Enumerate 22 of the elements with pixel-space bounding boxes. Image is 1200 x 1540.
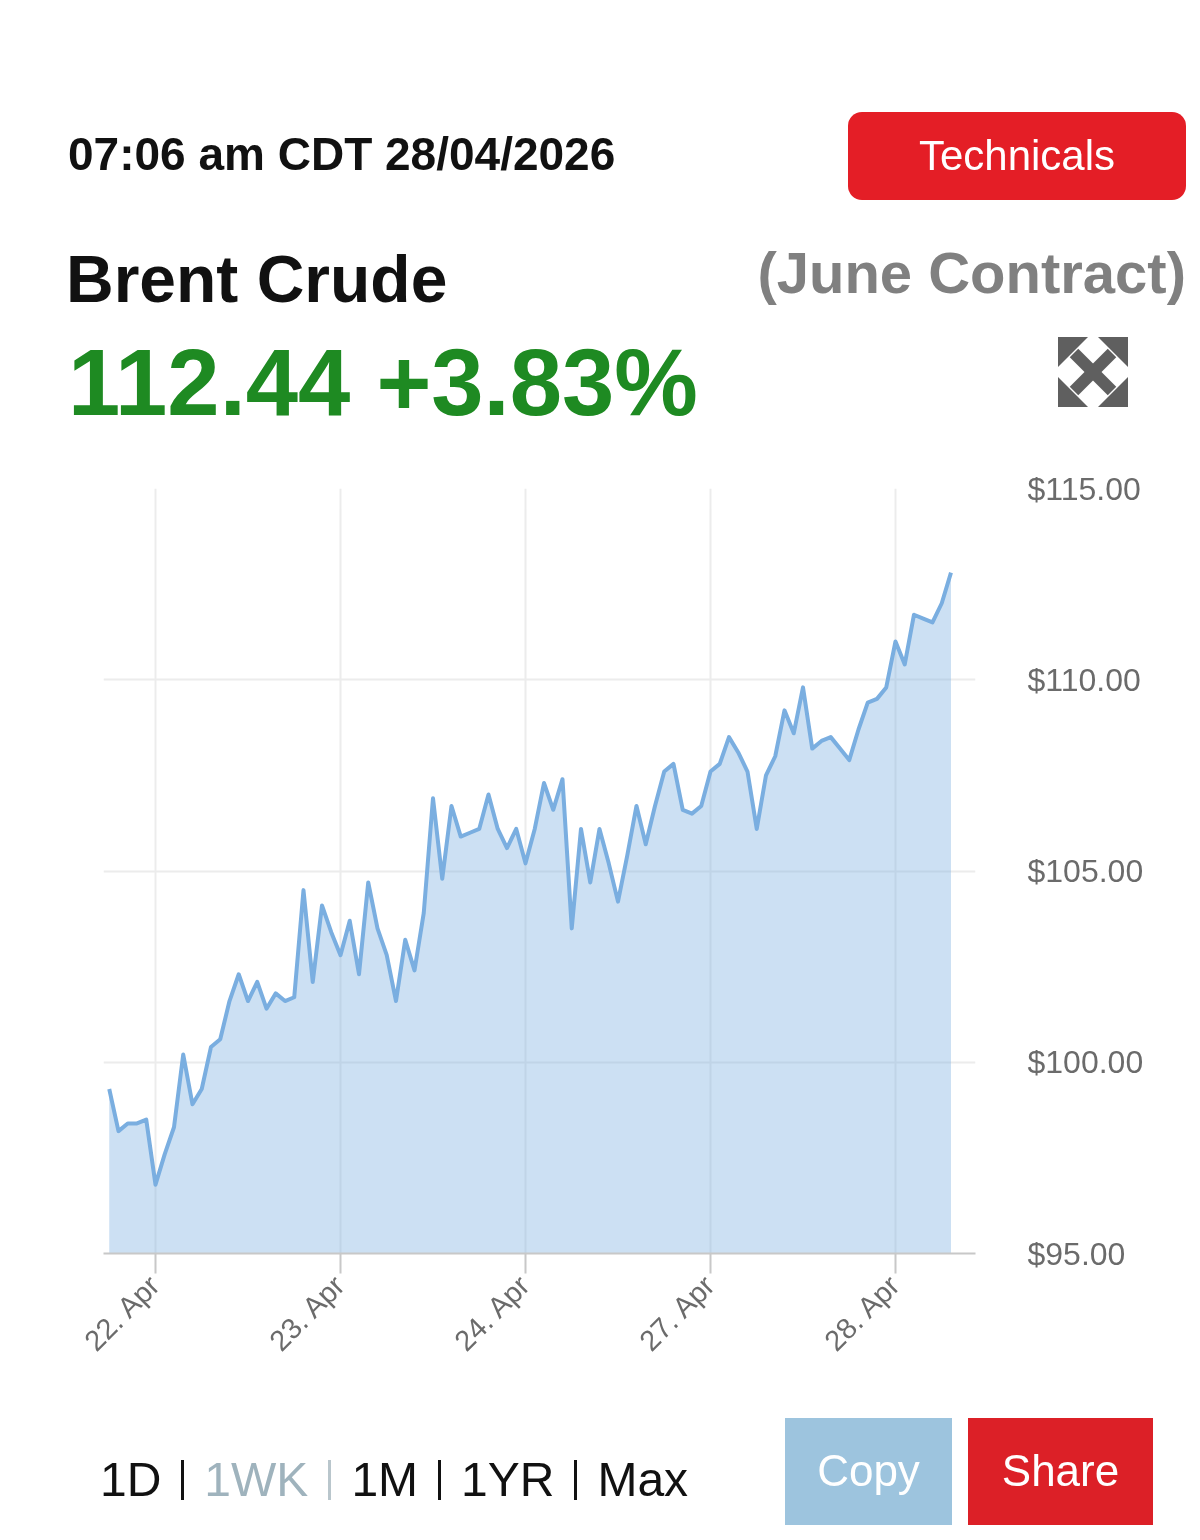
- y-tick-label: $105.00: [1027, 853, 1144, 889]
- chart-title: Brent Crude: [66, 241, 448, 318]
- text: Max: [597, 1452, 689, 1508]
- text: 112.44 +3.83%: [68, 329, 698, 437]
- text: Share: [968, 1418, 1153, 1525]
- chart-subtitle: (June Contract): [757, 239, 1186, 307]
- text: 07:06 am CDT 28/04/2026: [68, 127, 616, 182]
- x-tick-label: 28. Apr: [818, 1269, 906, 1357]
- text: 1M: [351, 1452, 419, 1508]
- y-tick-label: $100.00: [1027, 1044, 1144, 1081]
- text: 1D: [100, 1452, 162, 1508]
- x-tick-label: 22. Apr: [78, 1269, 166, 1357]
- x-tick-label: 24. Apr: [448, 1269, 536, 1357]
- text: Technicals: [848, 112, 1186, 200]
- y-tick-label: $110.00: [1027, 661, 1141, 698]
- text: 1WK: [204, 1452, 309, 1508]
- x-tick-label: 27. Apr: [633, 1269, 721, 1357]
- y-tick-label: $115.00: [1027, 470, 1141, 507]
- y-tick-label: $95.00: [1027, 1235, 1126, 1272]
- x-tick-label: 23. Apr: [263, 1269, 351, 1357]
- text: Copy: [785, 1418, 952, 1525]
- text: 1YR: [461, 1452, 555, 1508]
